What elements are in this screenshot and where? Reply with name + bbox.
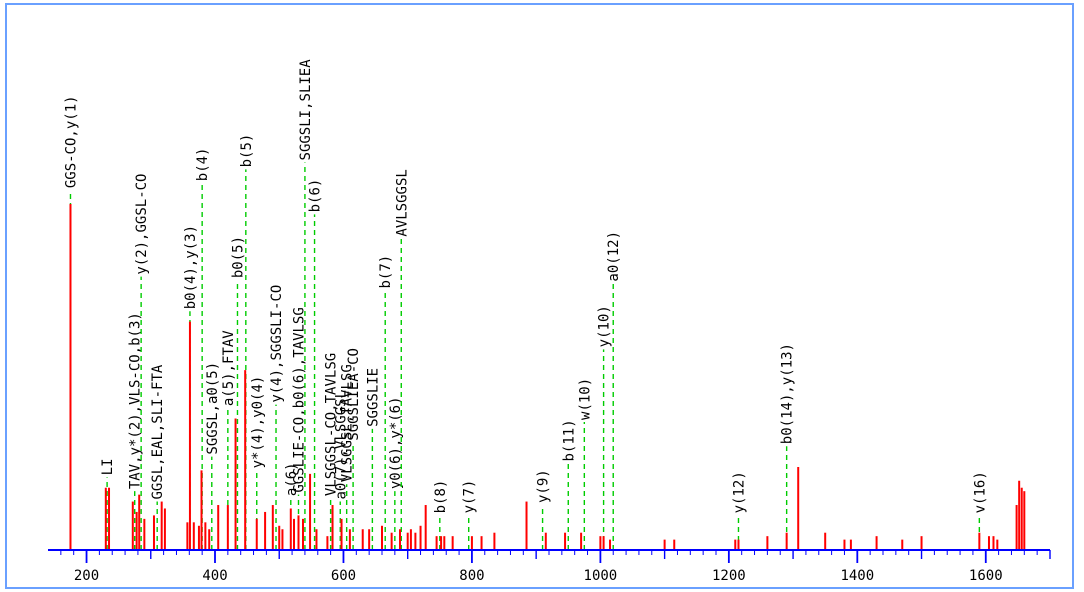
x-axis: 200 400 600 800 1000 1200 1400 1600	[48, 549, 1051, 584]
annotation-label: SGGSLIEA-CO	[346, 348, 362, 441]
peak-annotation: VLSGGSL,TAVLSG	[340, 364, 356, 550]
peak-annotation: SGGSLIE	[365, 368, 381, 550]
annotation-label: SGGSLIE	[365, 368, 381, 427]
annotation-label: b(8)	[433, 480, 449, 514]
x-tick-label: 1000	[584, 568, 618, 584]
annotation-label: LI	[100, 458, 116, 475]
x-tick-label: 800	[459, 568, 484, 584]
annotation-label: y(9)	[536, 469, 552, 503]
peak-annotation: b(4)	[195, 148, 211, 550]
annotation-label: b(7)	[378, 255, 394, 289]
peak-annotation: y0(6),y*(6)	[388, 396, 404, 550]
peak-annotation: y(7)	[462, 480, 478, 550]
annotation-label: y*(4),y0(4)	[250, 376, 266, 469]
peak-annotation: SGGSLIEA-CO	[346, 348, 362, 550]
peak-annotation: a(5),FTAV	[221, 330, 237, 550]
x-tick-label: 600	[331, 568, 356, 584]
annotation-label: b(4)	[195, 148, 211, 182]
annotation-label: b0(14),y(13)	[780, 343, 796, 444]
annotation-label: GGS-CO,y(1)	[63, 95, 79, 188]
peak-annotation: a0(12)	[606, 231, 622, 550]
annotation-label: y(12)	[731, 471, 747, 513]
x-tick-label: 1600	[969, 568, 1003, 584]
peak-annotation: a0(7),VLSGGSL	[333, 390, 349, 550]
annotation-label: y(7)	[462, 480, 478, 514]
annotation-label: a(6)	[284, 462, 300, 496]
annotation-label: GGSLIE-CO,b0(6),TAVLSG	[292, 307, 308, 492]
peak-annotation: y(9)	[536, 469, 552, 550]
annotation-label: w(10)	[577, 378, 593, 420]
annotation-label: VLSGGSL,TAVLSG	[340, 364, 356, 482]
annotation-label: SGGSLI,SLIEA	[298, 59, 314, 161]
annotation-label: y(4),SGGSLI-CO	[269, 285, 285, 403]
peak-annotation: v(16)	[972, 471, 988, 550]
annotation-label: VLSGGSL-CO,TAVLSG	[324, 353, 340, 496]
peak-annotation: b(11)	[561, 419, 577, 550]
peak-annotation: b(6)	[308, 179, 324, 550]
peak-annotation: a(6)	[284, 462, 300, 550]
annotation-label: y0(6),y*(6)	[388, 396, 404, 489]
peak-annotation: AVLSGGSL	[394, 169, 410, 550]
annotation-label: v(16)	[972, 471, 988, 513]
annotation-label: AVLSGGSL	[394, 169, 410, 236]
peak-annotation: b0(5)	[230, 236, 246, 550]
chart-frame	[5, 3, 1074, 589]
annotation-label: y(10)	[597, 305, 613, 347]
annotation-label: SGGSL,a0(5)	[205, 362, 221, 455]
peak-annotation: VLSGGSL-CO,TAVLSG	[324, 353, 340, 550]
peak-annotation: b(8)	[433, 480, 449, 550]
annotation-label: a(5),FTAV	[221, 330, 237, 406]
x-tick-label: 200	[74, 568, 99, 584]
peak-annotation: TAV,y*(2),VLS-CO,b(3)	[128, 312, 144, 550]
x-tick-label: 1200	[712, 568, 746, 584]
x-tick-label: 1400	[840, 568, 874, 584]
annotation-label: b0(5)	[230, 236, 246, 278]
peak-annotation: b(5)	[239, 134, 255, 550]
annotation-label: b(11)	[561, 419, 577, 461]
annotations-layer: GGS-CO,y(1) LI TAV,y*(2),VLS-CO,b(3) y(2),G…	[63, 59, 988, 550]
peak-annotation: y(2),GGSL-CO	[134, 174, 150, 550]
annotation-label: a0(12)	[606, 231, 622, 282]
annotation-label: TAV,y*(2),VLS-CO,b(3)	[128, 312, 144, 489]
annotation-label: b0(4),y(3)	[183, 225, 199, 309]
peak-annotation: w(10)	[577, 378, 593, 550]
peak-annotation: SGGSLI,SLIEA	[298, 59, 314, 550]
peak-annotation: SGGSL,a0(5)	[205, 362, 221, 550]
x-tick-label: 400	[202, 568, 227, 584]
peak-annotation: y(12)	[731, 471, 747, 550]
peak-annotation: LI	[100, 458, 116, 550]
annotation-label: GGSL,EAL,SLI-FTA	[150, 364, 166, 499]
annotation-label: a0(7),VLSGGSL	[333, 390, 349, 500]
peak-annotation: b0(14),y(13)	[780, 343, 796, 550]
peak-annotation: y(10)	[597, 305, 613, 550]
peaks-layer	[69, 204, 1026, 550]
peak-annotation: y(4),SGGSLI-CO	[269, 285, 285, 550]
annotation-label: b(5)	[239, 134, 255, 168]
peak-annotation: b(7)	[378, 255, 394, 550]
annotation-label: b(6)	[308, 179, 324, 213]
peak-annotation: GGSL,EAL,SLI-FTA	[150, 364, 166, 550]
annotation-label: y(2),GGSL-CO	[134, 174, 150, 275]
